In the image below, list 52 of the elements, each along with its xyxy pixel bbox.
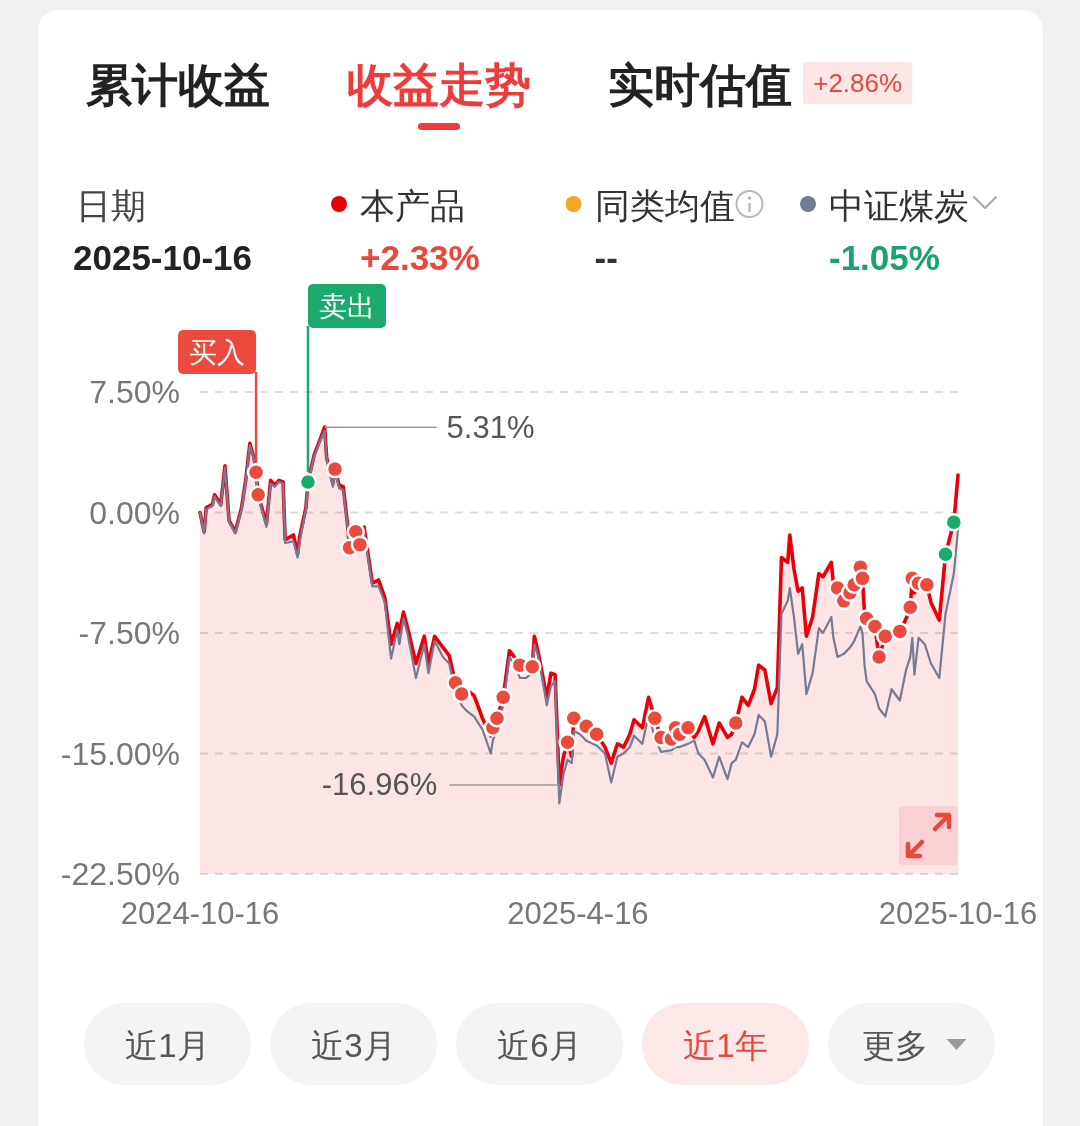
point	[248, 485, 268, 505]
text: 近6月	[497, 1026, 582, 1064]
point	[900, 598, 920, 617]
text: 更多	[861, 1026, 928, 1064]
point	[523, 657, 542, 676]
point	[587, 724, 606, 744]
point	[325, 459, 345, 479]
x-tick-label: 2024-10-16	[120, 895, 280, 931]
y-tick-label: -15.00%	[60, 735, 180, 772]
point	[645, 708, 665, 728]
point	[493, 688, 513, 707]
text: --	[594, 237, 618, 277]
legend-label: 中证煤炭	[829, 185, 969, 225]
chart-title: 收益走势	[347, 59, 531, 111]
y-tick-label: 7.50%	[89, 374, 180, 410]
text: 近3月	[311, 1026, 396, 1064]
point	[678, 718, 698, 738]
point	[869, 647, 889, 667]
y-tick-label: 0.00%	[89, 494, 180, 531]
y-tick-label: -22.50%	[60, 856, 180, 892]
point	[876, 626, 895, 646]
point	[890, 622, 910, 641]
annotation: -16.96%	[321, 767, 438, 803]
point	[298, 472, 318, 492]
text: 卖出	[318, 290, 375, 322]
annotation: 5.31%	[446, 409, 535, 445]
text: 近1月	[125, 1026, 210, 1064]
point	[917, 575, 937, 595]
text: +2.86%	[813, 68, 903, 98]
point	[853, 569, 872, 588]
text: 实时估值	[608, 59, 792, 111]
text: 买入	[189, 336, 246, 368]
point	[350, 535, 370, 554]
point	[726, 713, 746, 733]
point	[944, 512, 964, 532]
point	[936, 545, 955, 564]
x-tick-label: 2025-4-16	[507, 895, 649, 931]
point	[246, 463, 266, 482]
text: 2025-10-16	[73, 237, 253, 277]
point	[558, 733, 577, 752]
x-tick-label: 2025-10-16	[878, 895, 1038, 931]
text: 日期	[76, 185, 146, 225]
legend-label: 同类均值	[594, 185, 735, 225]
point	[487, 708, 507, 728]
legend-label: 本产品	[360, 185, 465, 225]
point	[564, 708, 584, 728]
point	[452, 684, 471, 704]
text: +2.33%	[360, 237, 480, 277]
text: -1.05%	[829, 237, 940, 277]
text: 累计收益	[86, 59, 270, 111]
y-tick-label: -7.50%	[78, 615, 180, 651]
text: 近1年	[683, 1026, 768, 1064]
